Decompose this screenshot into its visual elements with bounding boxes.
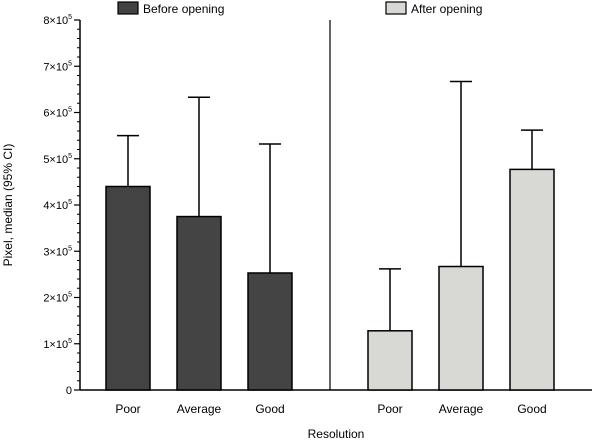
legend-swatch	[117, 1, 139, 15]
bar	[105, 185, 151, 391]
bar	[438, 265, 484, 391]
y-tick-label: 4×105	[43, 199, 72, 212]
bar	[367, 330, 413, 391]
x-category-label: Poor	[115, 402, 140, 416]
y-tick-label: 5×105	[43, 153, 72, 166]
bars	[105, 80, 555, 391]
x-category-label: Average	[439, 402, 484, 416]
axes	[74, 19, 592, 391]
y-tick-label: 6×105	[43, 107, 72, 120]
bar	[176, 215, 222, 391]
x-category-label: Poor	[377, 402, 402, 416]
x-category-label: Good	[517, 402, 546, 416]
y-tick-label: 1×105	[43, 338, 72, 351]
labels: 0 1×105 2×105 3×105 4×105 5×105 6×105 7×105 8×10…	[1, 14, 547, 440]
bar	[509, 168, 555, 391]
x-axis-title: Resolution	[308, 427, 365, 440]
y-axis-title: Pixel, median (95% CI)	[1, 144, 15, 267]
y-tick-label: 2×105	[43, 292, 72, 305]
y-tick-label: 0	[66, 385, 72, 397]
y-tick-label: 7×105	[43, 60, 72, 73]
x-category-label: Good	[255, 402, 284, 416]
bar	[247, 272, 293, 391]
legend: Before opening After opening	[117, 1, 482, 16]
y-tick-label: 3×105	[43, 245, 72, 258]
legend-label: After opening	[411, 2, 482, 16]
legend-swatch	[385, 1, 407, 15]
legend-label: Before opening	[143, 2, 224, 16]
x-category-label: Average	[177, 402, 222, 416]
y-tick-label: 8×105	[43, 14, 72, 27]
